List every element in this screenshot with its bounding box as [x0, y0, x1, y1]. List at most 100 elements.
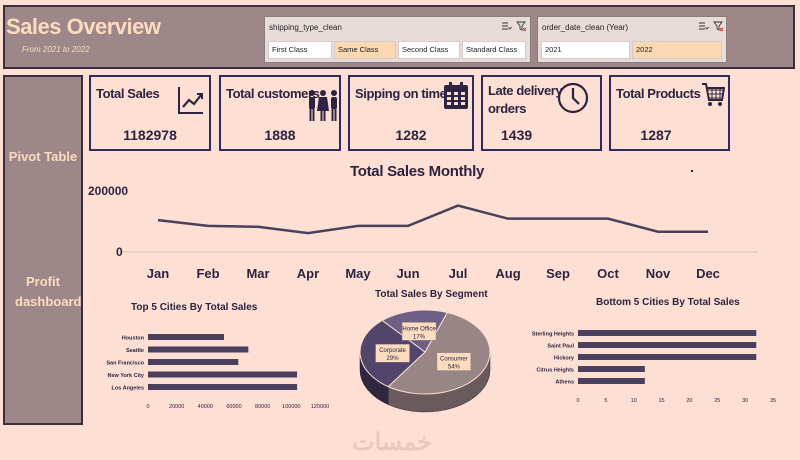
category-label: New York City [108, 373, 145, 379]
x-tick-label: 15 [659, 398, 665, 404]
x-tick-label: Feb [196, 266, 219, 281]
slicer-option-second-class[interactable]: Second Class [398, 41, 460, 59]
cart-icon [702, 83, 725, 106]
x-tick-label: 40000 [198, 404, 213, 410]
chart-up-icon [178, 87, 203, 114]
clear-filter-icon[interactable] [713, 21, 724, 34]
category-label: Los Angeles [112, 386, 145, 392]
slice-name-label: Corporate [379, 348, 406, 354]
data-label-box [401, 322, 437, 341]
kpi-card-late-delivery: Late delivery orders 1439 [481, 75, 602, 151]
x-tick-label: 20 [686, 398, 692, 404]
bar [578, 366, 645, 372]
kpi-label: Late delivery orders [488, 83, 563, 116]
bar [578, 330, 757, 336]
slicer-option-same-class[interactable]: Same Class [334, 41, 396, 59]
kpi-value: 1439 [501, 127, 533, 143]
multi-select-icon[interactable] [698, 21, 709, 34]
kpi-card-total-customers: Total customers 1888 [219, 75, 341, 151]
pie-chart-segment: Consumer 54% Corporate 29% Home Office 17% [359, 309, 491, 413]
x-tick-label: Jan [147, 266, 169, 281]
y-tick-label: 200000 [88, 184, 128, 198]
bar [578, 354, 757, 360]
category-label: Saint Paul [547, 344, 574, 350]
kpi-value: 1182978 [123, 127, 177, 143]
page-title: Sales Overview [6, 14, 161, 39]
kpi-card-shipping-on-time: Sipping on time 1282 [348, 75, 474, 151]
x-tick-label: 20000 [169, 404, 184, 410]
category-label: San Francisco [106, 361, 144, 367]
bar [578, 378, 645, 384]
slicer-option-2022[interactable]: 2022 [632, 41, 722, 59]
kpi-label: Total customers [226, 86, 320, 101]
x-tick-label: 25 [714, 398, 720, 404]
kpi-label: Total Sales [96, 86, 160, 101]
chart-title-sales-monthly: Total Sales Monthly [350, 163, 485, 180]
category-label: Houston [122, 336, 145, 342]
chart-title-segment: Total Sales By Segment [375, 289, 488, 300]
slice-value-label: 17% [413, 334, 426, 340]
category-label: Citrus Heights [536, 368, 574, 374]
bar-chart-bottom-cities: Sterling Heights Saint Paul Hickory Citrus … [532, 330, 776, 404]
bar [148, 359, 239, 365]
shipping-slicer-title: shipping_type_clean [269, 23, 342, 32]
x-tick-label: Nov [646, 266, 671, 281]
slicer-option-2021[interactable]: 2021 [541, 41, 630, 59]
x-tick-label: Oct [597, 266, 619, 281]
year-slicer-title: order_date_clean (Year) [542, 23, 628, 32]
sidebar-item-profit-dashboard[interactable]: Profit dashboard [15, 274, 82, 309]
slicer-option-standard-class[interactable]: Standard Class [462, 41, 526, 59]
x-tick-label: Aug [495, 266, 520, 281]
x-tick-label: Jul [449, 266, 468, 281]
bar [148, 346, 249, 353]
slice-name-label: Home Office [402, 326, 436, 332]
x-tick-label: 60000 [226, 404, 241, 410]
bar [148, 371, 298, 378]
x-tick-label: Dec [696, 266, 720, 281]
x-tick-label: Sep [546, 266, 570, 281]
multi-select-icon[interactable] [501, 21, 512, 34]
x-tick-label: 100000 [282, 404, 300, 410]
x-tick-label: May [345, 266, 371, 281]
kpi-value: 1287 [640, 127, 672, 143]
x-tick-label: 0 [576, 398, 579, 404]
sidebar-item-pivot-table[interactable]: Pivot Table [8, 149, 78, 164]
kpi-card-total-sales: Total Sales 1182978 [89, 75, 211, 151]
slice-name-label: Consumer [440, 357, 468, 363]
x-tick-label: 0 [146, 404, 149, 410]
kpi-value: 1282 [395, 127, 427, 143]
x-tick-label: 35 [770, 398, 776, 404]
data-label-box [375, 343, 410, 363]
year-slicer: order_date_clean (Year) 2021 2022 [537, 16, 727, 63]
people-icon [309, 90, 337, 121]
slice-value-label: 29% [387, 356, 400, 362]
sidebar: Pivot Table Profit dashboard [3, 75, 83, 425]
x-tick-label: Jun [396, 266, 419, 281]
line-chart-total-sales-monthly: 200000 0 Jan Feb Mar Apr May Jun Jul Aug Sep Oct N… [88, 184, 758, 281]
y-tick-label: 0 [116, 245, 123, 259]
x-tick-label: 30 [742, 398, 748, 404]
category-label: Hickory [554, 356, 575, 362]
category-label: Seattle [126, 348, 144, 354]
data-label-box [436, 352, 472, 371]
slicer-option-first-class[interactable]: First Class [268, 41, 332, 59]
x-tick-label: 5 [604, 398, 607, 404]
bar [148, 384, 298, 390]
kpi-value: 1888 [264, 127, 296, 143]
calendar-icon [444, 82, 468, 109]
clear-filter-icon[interactable] [516, 21, 527, 34]
bar [148, 334, 224, 340]
shipping-slicer: shipping_type_clean First Class Same Cla… [264, 16, 531, 63]
x-tick-label: Apr [297, 266, 319, 281]
x-tick-label: 10 [631, 398, 637, 404]
slice-value-label: 54% [448, 365, 461, 371]
bar-chart-top-cities: Houston Seattle San Francisco New York City… [106, 334, 329, 410]
kpi-label: Total Products [616, 86, 701, 101]
kpi-label: Sipping on time [355, 86, 447, 101]
x-tick-label: 80000 [255, 404, 270, 410]
x-tick-label: 120000 [311, 404, 329, 410]
category-label: Sterling Heights [532, 332, 574, 338]
x-tick-label: Mar [246, 266, 269, 281]
chart-title-top-cities: Top 5 Cities By Total Sales [131, 302, 258, 313]
series-line [157, 204, 708, 235]
